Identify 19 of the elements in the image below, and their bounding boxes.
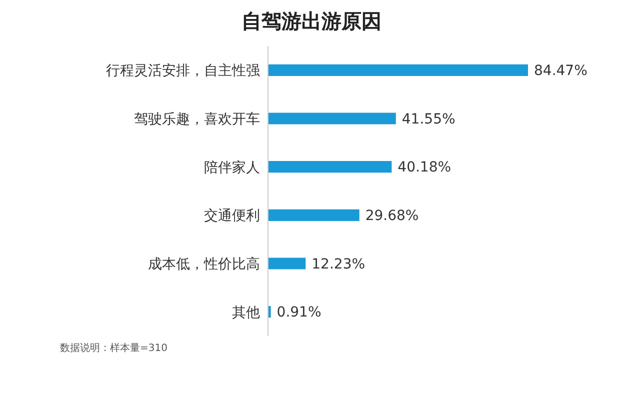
y-tick-label: 陪伴家人 [204,160,260,176]
bar [268,112,396,124]
data-label: 29.68% [365,208,419,224]
y-tick-label: 行程灵活安排，自主性强 [106,63,260,80]
bar [268,258,306,270]
data-label: 12.23% [312,256,366,272]
y-tick-label: 其他 [232,304,260,321]
data-label: 40.18% [398,160,452,176]
chart-title: 自驾游出游原因 [240,8,382,35]
data-label: 41.55% [402,111,456,128]
bar [268,161,392,173]
data-label: 84.47% [534,63,588,80]
bar [268,64,528,76]
data-label: 0.91% [276,304,322,321]
text: 数据说明：样本量=310 [60,342,168,355]
y-tick-label: 交通便利 [204,208,260,224]
bar [268,209,360,221]
y-tick-label: 成本低，性价比高 [148,256,260,272]
y-tick-label: 驾驶乐趣，喜欢开车 [134,111,260,128]
